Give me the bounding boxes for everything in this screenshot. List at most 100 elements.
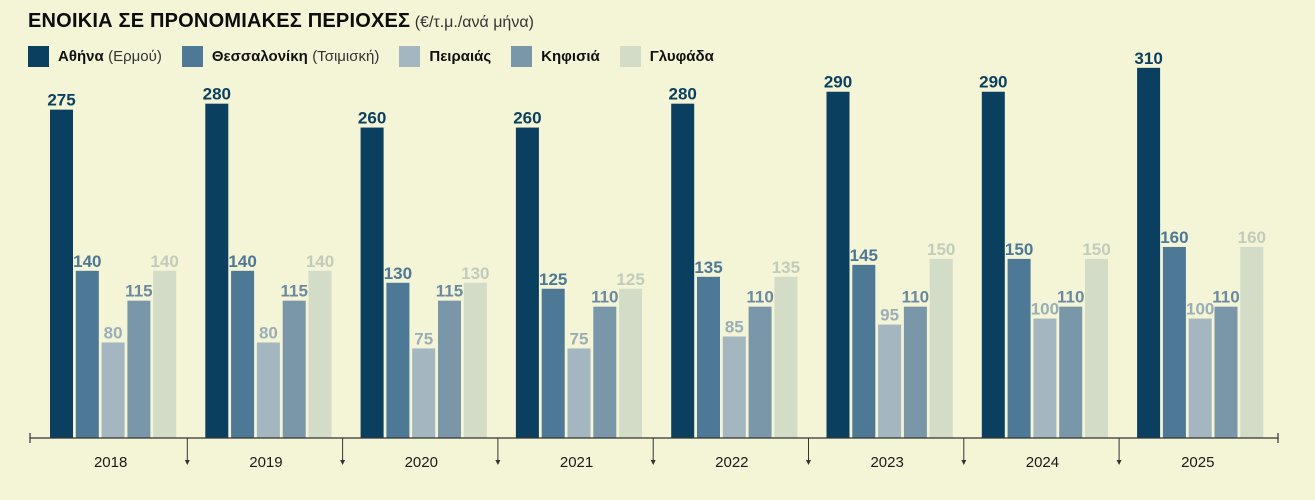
data-label: 130 bbox=[461, 264, 489, 283]
bar bbox=[75, 270, 99, 438]
bar bbox=[1085, 258, 1108, 438]
bar bbox=[1137, 67, 1161, 439]
bar bbox=[386, 282, 410, 438]
bar bbox=[282, 300, 306, 438]
data-label: 110 bbox=[902, 288, 929, 307]
legend-swatch bbox=[619, 45, 641, 67]
bar bbox=[101, 342, 125, 438]
bar bbox=[231, 270, 255, 438]
legend-label: Γλυφάδα bbox=[649, 47, 714, 65]
bar bbox=[153, 270, 177, 438]
bar bbox=[748, 306, 772, 438]
data-label: 160 bbox=[1238, 228, 1266, 247]
data-label: 135 bbox=[772, 258, 800, 277]
bar bbox=[1007, 258, 1031, 438]
data-label: 100 bbox=[1186, 300, 1214, 319]
data-label: 260 bbox=[513, 109, 541, 128]
legend-sublabel: (Τσιμισκή) bbox=[312, 47, 380, 65]
legend-swatch bbox=[28, 45, 49, 67]
data-label: 140 bbox=[306, 252, 334, 271]
data-label: 280 bbox=[669, 85, 697, 104]
bar bbox=[412, 348, 436, 438]
separator-arrow bbox=[495, 460, 501, 465]
data-label: 80 bbox=[259, 323, 278, 342]
data-label: 280 bbox=[203, 85, 231, 104]
data-label: 160 bbox=[1160, 228, 1188, 247]
data-label: 135 bbox=[694, 258, 722, 277]
bar bbox=[127, 300, 151, 438]
data-label: 140 bbox=[151, 252, 179, 271]
legend-label: Θεσσαλονίκη bbox=[211, 47, 308, 65]
data-label: 290 bbox=[824, 73, 852, 92]
bar bbox=[256, 342, 280, 438]
bar bbox=[1059, 306, 1083, 438]
data-label: 75 bbox=[570, 329, 589, 348]
data-label: 140 bbox=[73, 252, 101, 271]
bar bbox=[567, 348, 591, 438]
x-tick-label: 2023 bbox=[870, 454, 903, 471]
bar bbox=[593, 306, 617, 438]
bar bbox=[1188, 318, 1212, 438]
legend-item-glyfada: Γλυφάδα bbox=[619, 45, 714, 67]
data-label: 115 bbox=[280, 282, 307, 301]
bar bbox=[360, 127, 384, 438]
legend-item-athens: Αθήνα (Ερμού) bbox=[28, 45, 162, 67]
bar bbox=[1033, 318, 1057, 438]
separator-arrow bbox=[340, 460, 346, 465]
bar bbox=[826, 91, 850, 439]
legend-swatch bbox=[511, 45, 533, 67]
bar bbox=[463, 282, 487, 438]
legend-item-kifisia: Κηφισιά bbox=[511, 45, 600, 67]
data-label: 85 bbox=[725, 318, 744, 337]
data-label: 145 bbox=[850, 246, 878, 265]
data-label: 150 bbox=[1005, 240, 1033, 259]
bar bbox=[515, 127, 539, 438]
data-label: 110 bbox=[746, 288, 773, 307]
data-label: 115 bbox=[125, 282, 152, 301]
separator-arrow bbox=[184, 460, 190, 465]
data-label: 110 bbox=[591, 288, 618, 307]
separator-arrow bbox=[650, 460, 656, 465]
x-tick-label: 2019 bbox=[249, 454, 282, 471]
legend-item-piraeus: Πειραιάς bbox=[399, 45, 492, 67]
bar bbox=[541, 288, 565, 438]
data-label: 100 bbox=[1031, 300, 1059, 319]
legend-swatch bbox=[181, 45, 203, 67]
chart-title-row: ΕΝΟΙΚΙΑ ΣΕ ΠΡΟΝΟΜΙΑΚΕΣ ΠΕΡΙΟΧΕΣ (€/τ.μ./… bbox=[28, 10, 534, 33]
bar bbox=[205, 103, 229, 439]
data-label: 125 bbox=[539, 270, 567, 289]
bar bbox=[852, 264, 876, 438]
separator-arrow bbox=[806, 460, 811, 465]
bar bbox=[308, 270, 332, 438]
data-label: 80 bbox=[104, 323, 123, 342]
separator-arrow bbox=[961, 460, 967, 465]
chart-legend: Αθήνα (Ερμού) Θεσσαλονίκη (Τσιμισκή) Πει… bbox=[28, 44, 734, 68]
data-label: 310 bbox=[1134, 49, 1162, 68]
bar bbox=[619, 288, 643, 438]
bar bbox=[1214, 306, 1238, 438]
legend-sublabel: (Ερμού) bbox=[108, 47, 162, 65]
x-tick-label: 2020 bbox=[405, 454, 438, 471]
x-tick-label: 2018 bbox=[94, 454, 127, 471]
data-label: 95 bbox=[880, 306, 899, 325]
bar bbox=[50, 109, 73, 439]
chart-unit: (€/τ.μ./ανά μήνα) bbox=[414, 14, 534, 31]
legend-label: Κηφισιά bbox=[541, 47, 600, 65]
bar bbox=[981, 91, 1005, 439]
data-label: 75 bbox=[414, 329, 433, 348]
data-label: 275 bbox=[47, 91, 75, 110]
bar bbox=[1162, 246, 1186, 438]
data-label: 150 bbox=[927, 240, 955, 259]
data-label: 110 bbox=[1212, 288, 1239, 307]
bar bbox=[1240, 246, 1264, 438]
x-tick-label: 2025 bbox=[1181, 454, 1214, 471]
separator-arrow bbox=[1116, 460, 1122, 465]
data-label: 125 bbox=[616, 270, 644, 289]
data-label: 290 bbox=[979, 73, 1007, 92]
data-label: 130 bbox=[384, 264, 412, 283]
legend-label: Πειραιάς bbox=[429, 47, 492, 65]
data-label: 110 bbox=[1057, 288, 1084, 307]
data-label: 140 bbox=[228, 252, 256, 271]
bar bbox=[903, 306, 927, 438]
